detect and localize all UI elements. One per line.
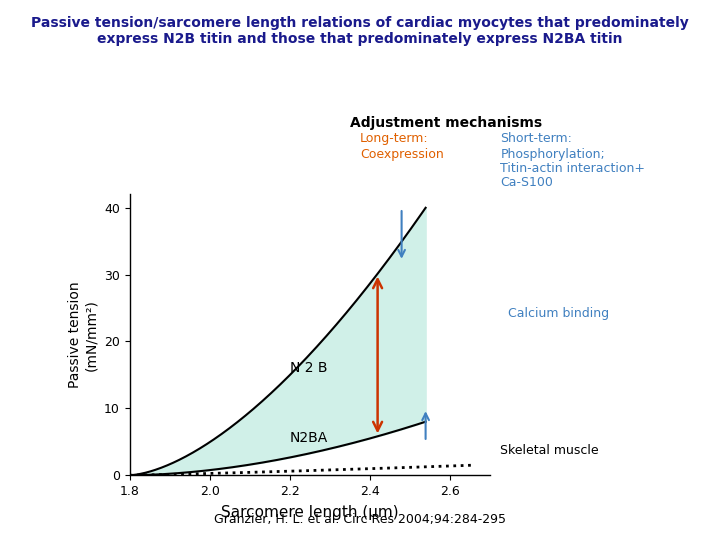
Text: Short-term:: Short-term: [500, 132, 572, 145]
X-axis label: Sarcomere length (μm): Sarcomere length (μm) [221, 505, 398, 520]
Text: Ca-S100: Ca-S100 [500, 176, 553, 189]
Y-axis label: Passive tension
(mN/mm²): Passive tension (mN/mm²) [68, 281, 99, 388]
Text: Coexpression: Coexpression [360, 148, 444, 161]
Text: Adjustment mechanisms: Adjustment mechanisms [351, 116, 542, 130]
Text: Long-term:: Long-term: [360, 132, 428, 145]
Text: Passive tension/sarcomere length relations of cardiac myocytes that predominatel: Passive tension/sarcomere length relatio… [31, 16, 689, 46]
Text: Granzier, H. L. et al. Circ Res 2004;94:284-295: Granzier, H. L. et al. Circ Res 2004;94:… [214, 514, 506, 526]
Text: N 2 B: N 2 B [289, 361, 327, 375]
Text: Skeletal muscle: Skeletal muscle [500, 444, 599, 457]
Text: Calcium binding: Calcium binding [508, 307, 608, 320]
Text: Phosphorylation;: Phosphorylation; [500, 148, 605, 161]
Text: Titin-actin interaction+: Titin-actin interaction+ [500, 162, 645, 175]
Text: N2BA: N2BA [289, 431, 328, 446]
